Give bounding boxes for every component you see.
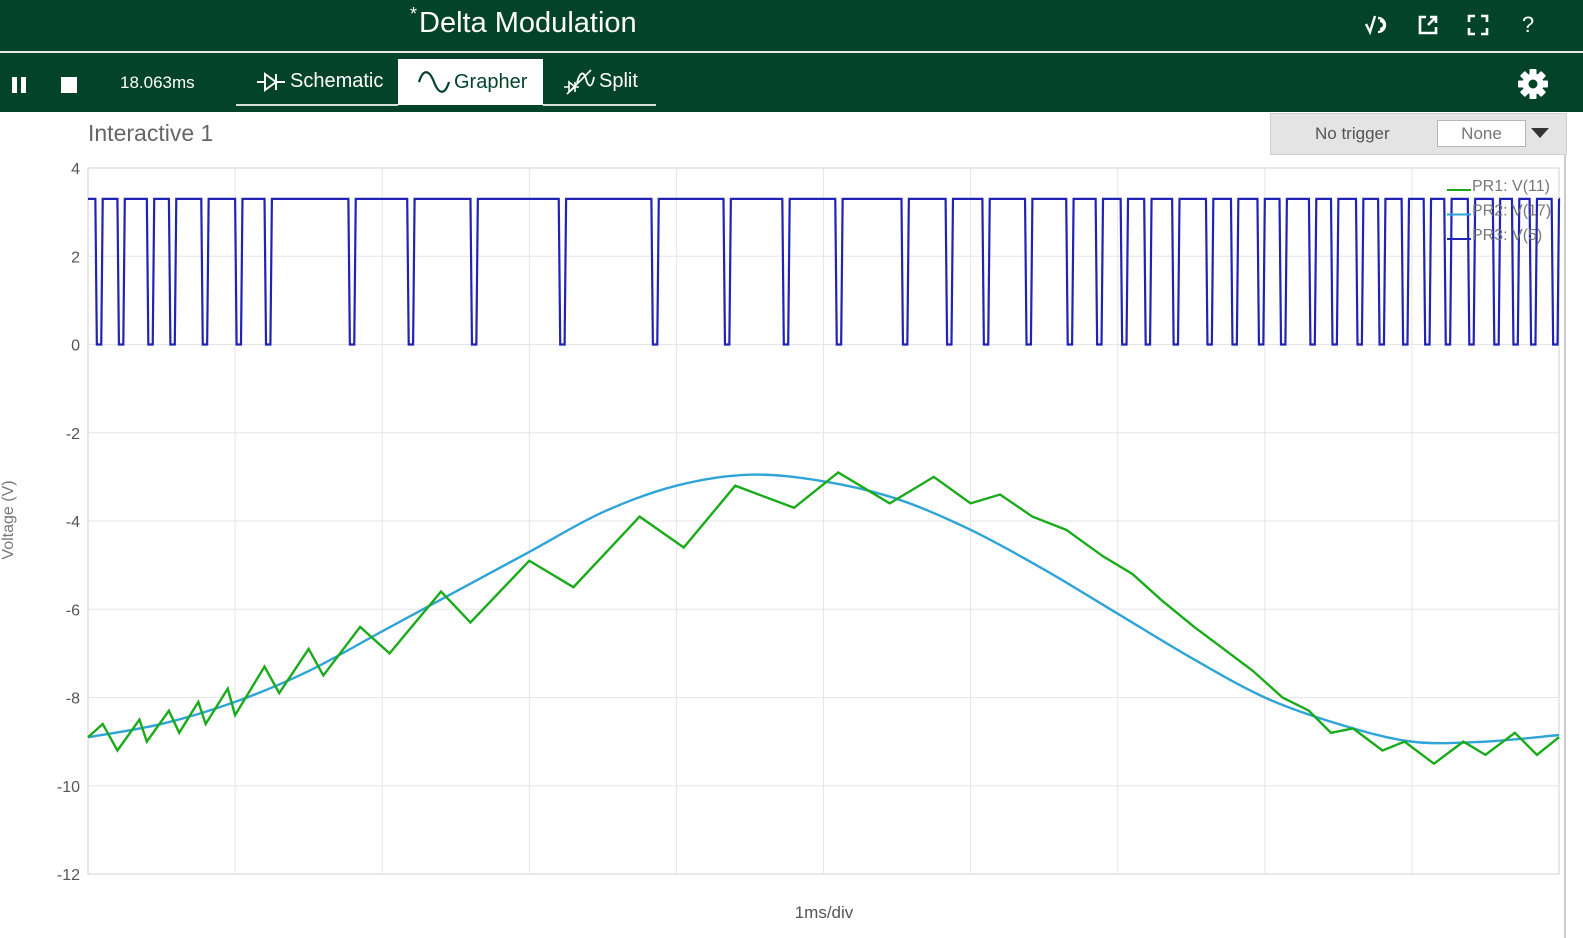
fullscreen-icon[interactable]	[1461, 8, 1495, 42]
stop-button[interactable]	[54, 70, 84, 100]
y-tick-label: -6	[66, 602, 80, 619]
page-title: *Delta Modulation	[410, 4, 637, 40]
help-icon[interactable]: ?	[1521, 12, 1535, 37]
stop-icon	[61, 77, 77, 93]
tab-split-label: Split	[599, 70, 638, 92]
y-tick-label: -4	[66, 514, 80, 531]
voltage-chart[interactable]: 420-2-4-6-8-10-12 PR1: V(11)PR2: V(17)PR…	[0, 156, 1583, 938]
trigger-select[interactable]: None	[1437, 120, 1526, 147]
tab-grapher[interactable]: Grapher	[398, 59, 543, 105]
chart-series	[87, 197, 1561, 766]
legend-entry[interactable]: PR1: V(11)	[1472, 178, 1550, 195]
y-tick-label: 4	[71, 161, 80, 178]
x-axis-label: 1ms/div	[795, 903, 854, 922]
title-separator	[0, 51, 1583, 53]
y-tick-label: -8	[66, 691, 80, 708]
y-tick-label: -12	[57, 867, 80, 884]
tab-schematic[interactable]: Schematic	[236, 59, 398, 106]
pause-icon	[12, 77, 26, 93]
y-axis-label: Voltage (V)	[0, 480, 17, 559]
scope-icon[interactable]	[1362, 8, 1396, 42]
popout-icon[interactable]	[1411, 8, 1445, 42]
modified-marker: *	[410, 4, 418, 24]
pause-button[interactable]	[4, 70, 34, 100]
y-tick-labels: 4 2 0 -2 -4 -6 -8 -10 -12	[57, 161, 80, 884]
circuit-name: Delta Modulation	[419, 7, 637, 39]
settings-button[interactable]	[1517, 68, 1549, 100]
chevron-down-icon[interactable]	[1531, 128, 1549, 138]
toolbar: 18.063ms Schematic Grapher Split	[0, 53, 1583, 112]
diode-icon	[257, 71, 285, 92]
series-line-pr1	[87, 471, 1560, 766]
y-tick-label: 2	[71, 249, 80, 266]
tab-split[interactable]: Split	[543, 59, 656, 106]
y-tick-label: 0	[71, 338, 80, 355]
legend-entry[interactable]: PR3: V(5)	[1472, 227, 1542, 244]
tab-grapher-label: Grapher	[454, 70, 528, 93]
sine-wave-icon	[418, 71, 450, 93]
title-bar: *Delta Modulation ?	[0, 0, 1583, 51]
chart-grid	[87, 167, 1560, 875]
trigger-panel: No trigger None	[1270, 113, 1567, 155]
gear-icon	[1518, 69, 1548, 99]
split-icon	[564, 68, 595, 95]
series-line-pr3	[88, 197, 1561, 346]
trigger-label: No trigger	[1315, 124, 1390, 143]
y-tick-label: -2	[66, 426, 80, 443]
simulation-time: 18.063ms	[120, 73, 195, 92]
y-tick-label: -10	[57, 779, 80, 796]
legend-entry[interactable]: PR2: V(17)	[1472, 203, 1551, 220]
panel-divider	[1564, 155, 1566, 938]
tab-schematic-label: Schematic	[290, 70, 384, 92]
chart-legend[interactable]: PR1: V(11) PR2: V(17) PR3: V(5)	[1447, 178, 1551, 244]
graph-title: Interactive 1	[88, 120, 214, 146]
